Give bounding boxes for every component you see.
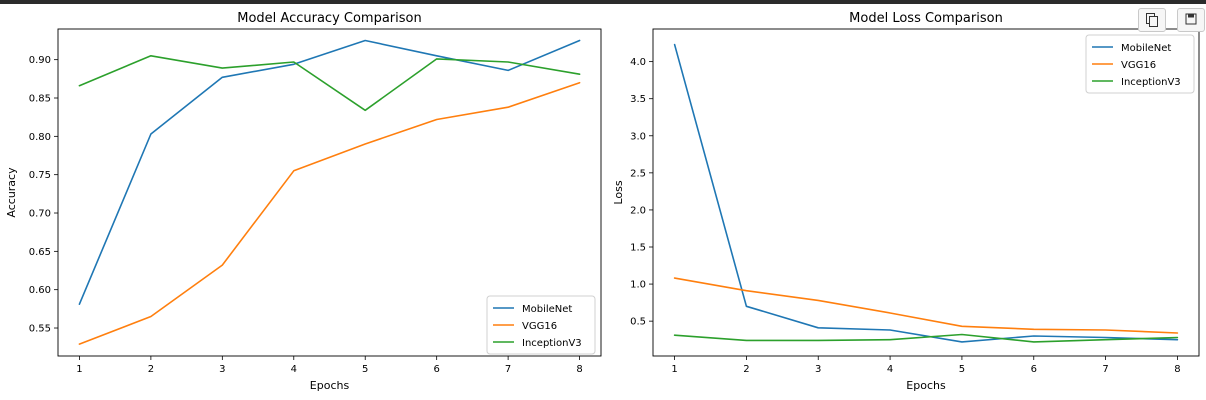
x-tick-label: 2 [743,364,749,375]
series-line-mobilenet [673,43,1179,343]
x-tick-label: 3 [815,364,821,375]
y-tick-label: 1.5 [630,243,646,254]
chart-2: Model Loss Comparison 1 2 3 4 5 6 7 8 0.5 1.0 1.5 2.… [612,11,1200,392]
copy-button[interactable] [1138,8,1166,32]
chart-title: Model Loss Comparison [849,11,1003,26]
y-axis-label: Loss [612,180,625,204]
save-button[interactable] [1177,8,1205,32]
x-tick-label: 4 [887,364,893,375]
x-tick-label: 1 [76,364,82,375]
axes-frame [57,28,602,357]
x-tick-label: 8 [1174,364,1180,375]
x-tick-label: 7 [1102,364,1108,375]
y-tick-label: 3.5 [630,94,646,105]
x-tick-label: 8 [576,364,582,375]
legend: MobileNet VGG16 InceptionV3 [486,295,596,355]
legend-label: VGG16 [522,321,557,332]
x-tick-label: 1 [671,364,677,375]
x-tick-label: 7 [505,364,511,375]
legend-box [1085,34,1195,94]
x-tick-label: 3 [219,364,225,375]
y-tick-label: 0.90 [29,55,51,66]
legend-label: InceptionV3 [522,338,582,349]
x-tick-label: 5 [959,364,965,375]
series-line-vgg16 [673,277,1179,334]
y-tick-label: 0.5 [630,317,646,328]
chart-title: Model Accuracy Comparison [237,11,421,26]
x-tick-label: 5 [362,364,368,375]
y-tick-label: 0.75 [29,170,51,181]
y-tick-label: 0.70 [29,209,51,220]
x-tick-label: 6 [433,364,439,375]
series-line-mobilenet [78,39,581,306]
x-tick-label: 4 [291,364,297,375]
window-top-edge [0,0,1206,4]
y-tick-label: 2.5 [630,168,646,179]
x-tick-label: 2 [148,364,154,375]
y-tick-label: 0.85 [29,94,51,105]
series-line-vgg16 [78,81,581,345]
chart-1: Model Accuracy Comparison 1 2 3 4 5 6 7 8 0.55 0.6… [5,11,602,392]
legend: MobileNet VGG16 InceptionV3 [1085,34,1195,94]
y-tick-label: 3.0 [630,131,646,142]
legend-label: MobileNet [522,304,572,315]
legend-label: InceptionV3 [1121,77,1181,88]
y-tick-label: 2.0 [630,205,646,216]
legend-label: VGG16 [1121,60,1156,71]
legend-box [486,295,596,355]
y-tick-label: 0.65 [29,247,51,258]
y-tick-label: 0.80 [29,132,51,143]
axes-frame [652,28,1200,357]
series-line-inceptionv3 [78,54,581,112]
x-axis-label: Epochs [906,379,946,392]
copy-icon [1146,13,1158,27]
y-axis-label: Accuracy [5,167,18,218]
x-tick-label: 6 [1031,364,1037,375]
series-line-inceptionv3 [673,333,1179,343]
y-tick-label: 0.55 [29,324,51,335]
x-axis-label: Epochs [310,379,350,392]
y-tick-label: 0.60 [29,285,51,296]
save-icon [1185,13,1197,25]
y-tick-label: 1.0 [630,280,646,291]
y-tick-label: 4.0 [630,57,646,68]
legend-label: MobileNet [1121,43,1171,54]
